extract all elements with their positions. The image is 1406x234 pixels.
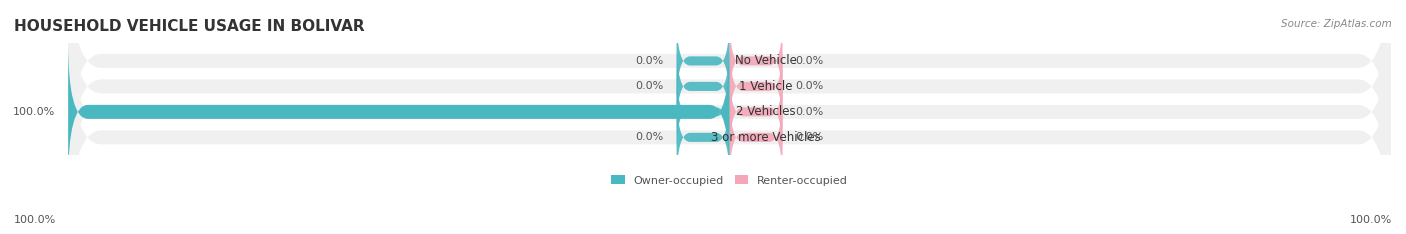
Text: Source: ZipAtlas.com: Source: ZipAtlas.com — [1281, 19, 1392, 29]
Text: 100.0%: 100.0% — [14, 215, 56, 225]
Text: HOUSEHOLD VEHICLE USAGE IN BOLIVAR: HOUSEHOLD VEHICLE USAGE IN BOLIVAR — [14, 19, 364, 34]
Text: 0.0%: 0.0% — [796, 107, 824, 117]
FancyBboxPatch shape — [67, 42, 730, 181]
FancyBboxPatch shape — [676, 15, 730, 107]
FancyBboxPatch shape — [676, 66, 730, 158]
Text: 2 Vehicles: 2 Vehicles — [737, 105, 796, 118]
FancyBboxPatch shape — [676, 40, 730, 133]
Text: 100.0%: 100.0% — [13, 107, 55, 117]
Text: 0.0%: 0.0% — [796, 132, 824, 142]
FancyBboxPatch shape — [676, 91, 730, 184]
FancyBboxPatch shape — [730, 91, 783, 184]
Text: 0.0%: 0.0% — [636, 132, 664, 142]
Text: 0.0%: 0.0% — [796, 56, 824, 66]
Text: 100.0%: 100.0% — [1350, 215, 1392, 225]
FancyBboxPatch shape — [730, 40, 783, 133]
Text: 3 or more Vehicles: 3 or more Vehicles — [711, 131, 821, 144]
Text: 1 Vehicle: 1 Vehicle — [740, 80, 793, 93]
FancyBboxPatch shape — [67, 0, 1391, 232]
FancyBboxPatch shape — [730, 66, 783, 158]
FancyBboxPatch shape — [67, 0, 1391, 207]
Text: 0.0%: 0.0% — [636, 56, 664, 66]
Text: 0.0%: 0.0% — [636, 81, 664, 91]
Text: No Vehicle: No Vehicle — [735, 55, 797, 67]
FancyBboxPatch shape — [67, 0, 1391, 181]
Text: 0.0%: 0.0% — [796, 81, 824, 91]
FancyBboxPatch shape — [67, 17, 1391, 234]
Legend: Owner-occupied, Renter-occupied: Owner-occupied, Renter-occupied — [612, 175, 848, 186]
FancyBboxPatch shape — [730, 15, 783, 107]
